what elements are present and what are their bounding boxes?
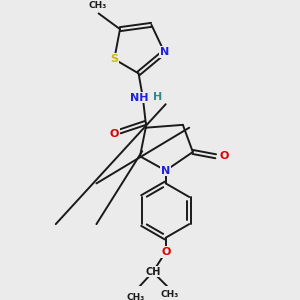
Text: O: O <box>161 247 170 257</box>
Text: CH₃: CH₃ <box>126 293 144 300</box>
Text: N: N <box>161 166 170 176</box>
Text: O: O <box>110 129 119 139</box>
Text: N: N <box>160 47 169 57</box>
Text: NH: NH <box>130 93 149 103</box>
Text: CH₃: CH₃ <box>88 1 106 10</box>
Text: H: H <box>153 92 162 102</box>
Text: CH: CH <box>145 267 160 277</box>
Text: O: O <box>219 151 228 161</box>
Text: S: S <box>110 54 118 64</box>
Text: CH₃: CH₃ <box>161 290 179 299</box>
